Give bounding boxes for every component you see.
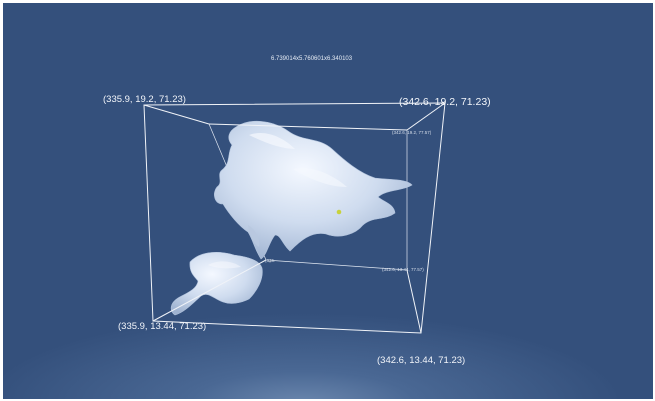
dimensions-label: 6.739014x5.760601x6.340103 [271, 56, 353, 62]
marker-point[interactable] [336, 209, 342, 215]
corner-label-bottom-right: (342.6, 13.44, 71.23) [377, 355, 466, 366]
small-marker [268, 259, 272, 263]
corner-label-bottom-left: (335.9, 13.44, 71.23) [118, 321, 207, 332]
isosurface[interactable] [170, 120, 413, 316]
3d-viewport[interactable]: 6.739014x5.760601x6.340103 (335.9, 19.2,… [3, 3, 653, 399]
volume-render[interactable] [3, 3, 653, 399]
corner-label-back-bottom-left: (335.9, 13.44, 77.57) [265, 259, 275, 263]
bounding-box-front [143, 102, 446, 334]
corner-label-top-right: (342.6, 19.2, 71.23) [399, 96, 491, 108]
corner-label-back-bottom-right: (342.6, 13.44, 77.57) [382, 267, 424, 272]
corner-label-top-left: (335.9, 19.2, 71.23) [103, 94, 186, 105]
corner-label-back-top-right: (342.6, 19.2, 77.57) [392, 130, 432, 135]
